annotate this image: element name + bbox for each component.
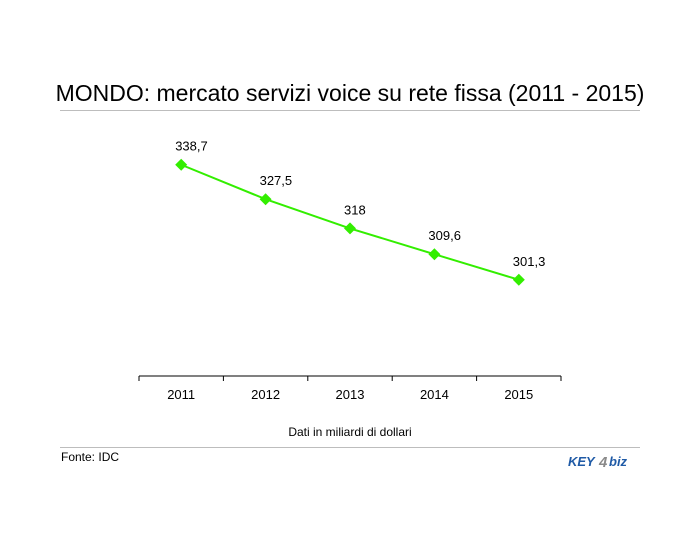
series-line xyxy=(180,163,520,281)
svg-text:4: 4 xyxy=(598,454,608,470)
key4biz-logo: KEY 4 biz xyxy=(568,454,628,470)
data-point-marker xyxy=(512,273,525,286)
data-point-marker xyxy=(344,222,356,235)
data-label: 338,7 xyxy=(175,139,208,154)
data-label: 301,3 xyxy=(513,254,546,269)
data-label: 309,6 xyxy=(428,228,461,243)
x-tick-label: 2014 xyxy=(420,387,449,402)
source-note: Fonte: IDC xyxy=(61,450,120,464)
x-tick-label: 2015 xyxy=(504,387,533,402)
data-label: 318 xyxy=(344,202,366,217)
title-divider xyxy=(60,110,640,111)
x-tick-label: 2013 xyxy=(336,387,365,402)
svg-text:KEY: KEY xyxy=(568,454,596,469)
svg-text:biz: biz xyxy=(609,454,628,469)
data-label: 327,5 xyxy=(260,173,293,188)
footer-divider xyxy=(60,447,640,448)
x-tick-label: 2012 xyxy=(251,387,280,402)
data-point-marker xyxy=(428,248,441,261)
data-point-marker xyxy=(175,158,188,171)
x-axis-caption: Dati in miliardi di dollari xyxy=(288,425,412,439)
chart-title: MONDO: mercato servizi voice su rete fis… xyxy=(55,80,645,106)
data-point-marker xyxy=(259,193,272,206)
x-tick-label: 2011 xyxy=(167,387,195,402)
